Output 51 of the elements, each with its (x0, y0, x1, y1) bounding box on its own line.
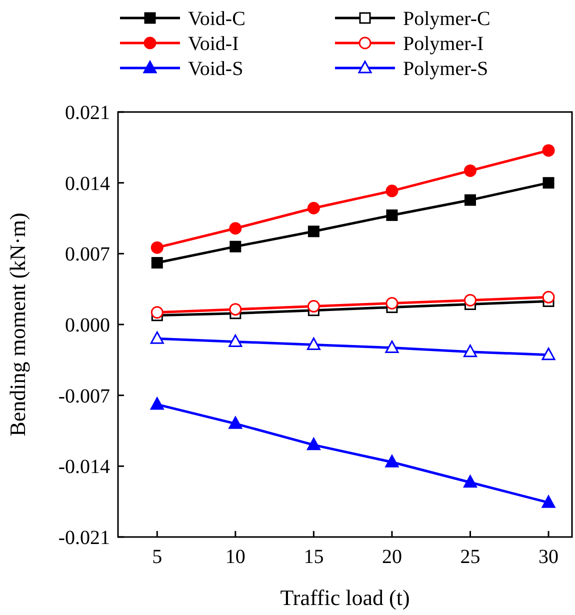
point (308, 226, 320, 238)
y-tick-label: 0.014 (65, 172, 110, 195)
point (229, 222, 242, 235)
point (228, 334, 242, 347)
point (542, 290, 555, 304)
legend-label: Polymer-C (403, 8, 490, 30)
point (307, 300, 320, 313)
point (464, 294, 476, 306)
legend-label: Void-I (188, 33, 239, 55)
point (306, 438, 320, 450)
y-tick-label: -0.021 (58, 527, 110, 549)
point (150, 331, 164, 344)
x-tick-label: 15 (304, 546, 324, 568)
legend-label: Polymer-I (403, 33, 484, 55)
y-tick-label: 0.000 (65, 314, 110, 336)
point (542, 177, 554, 189)
point (307, 202, 320, 214)
y-tick-label: -0.007 (58, 385, 110, 408)
point (464, 194, 476, 206)
legend-label: Void-C (188, 8, 246, 30)
y-tick-label: -0.014 (58, 456, 110, 478)
point (150, 397, 164, 410)
point (230, 240, 242, 252)
point (464, 164, 476, 177)
point (386, 184, 398, 198)
point (542, 495, 556, 508)
point (386, 209, 398, 221)
point (385, 340, 399, 354)
legend-label: Polymer-S (403, 58, 488, 80)
x-tick-label: 10 (225, 546, 246, 568)
x-axis-title: Traffic load (t) (280, 585, 410, 610)
x-tick-label: 25 (460, 546, 480, 568)
point (542, 144, 555, 157)
legend-label: Void-S (188, 58, 244, 80)
point (385, 454, 399, 468)
point (151, 257, 163, 269)
point (463, 344, 477, 358)
point (229, 303, 242, 316)
x-tick-label: 5 (152, 546, 162, 568)
y-tick-label: 0.007 (65, 244, 110, 266)
point (542, 348, 556, 360)
point (150, 241, 164, 254)
x-tick-label: 20 (382, 546, 402, 568)
point (306, 337, 320, 350)
point (150, 306, 164, 319)
point (386, 297, 398, 310)
x-tick-label: 30 (538, 546, 559, 568)
point (463, 475, 477, 488)
y-tick-label: 0.021 (65, 102, 110, 124)
y-axis-title: Bending moment (kN·m) (5, 212, 30, 436)
point (228, 416, 242, 429)
